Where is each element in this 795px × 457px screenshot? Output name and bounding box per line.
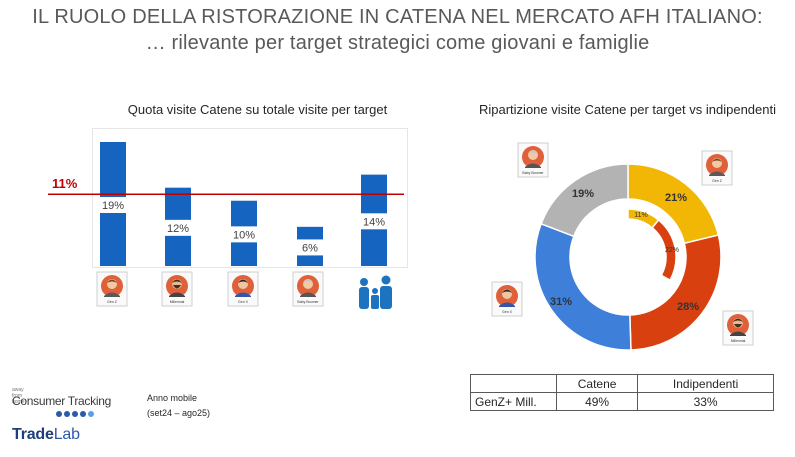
tradelab-logo: TradeLab (12, 426, 80, 444)
avatar-label: Millennial (731, 339, 746, 343)
reference-line-label: 11% (52, 176, 78, 191)
genx-avatar-donut: Gen X (491, 281, 523, 317)
donut-slice-outer (534, 222, 632, 351)
millennial-avatar: Millennial (161, 271, 193, 307)
donut-chart-title: Ripartizione visite Catene per target vs… (478, 102, 776, 117)
bar-chart-title: Quota visite Catene su totale visite per… (127, 102, 388, 117)
family-icon (359, 275, 392, 309)
donut-inner-label: 22% (665, 247, 679, 254)
avatar-label: Gen Z (712, 179, 723, 183)
bar-value-label: 10% (233, 229, 255, 241)
donut-inner-label: 11% (634, 212, 648, 219)
avatar-label: Millennial (170, 300, 185, 304)
genz-avatar: Gen Z (96, 271, 128, 307)
donut-slice-inner (651, 218, 677, 282)
donut-outer-label: 19% (572, 188, 594, 200)
bar-label-bg (294, 239, 326, 256)
bar-value-label: 12% (167, 223, 189, 235)
bar-value-label: 14% (363, 216, 385, 228)
source-small-text: away from home (12, 387, 25, 405)
table-header-cell: Catene (555, 374, 639, 393)
boomer-avatar-donut: Baby Boomer (517, 142, 549, 178)
table-header-cell (470, 374, 557, 393)
millennial-avatar-donut: Millennial (722, 310, 754, 346)
avatar-label: Gen Z (107, 300, 118, 304)
bar-label-bg (162, 219, 194, 236)
source-name: Consumer Tracking (12, 394, 111, 408)
brand-part-b: Lab (53, 426, 80, 443)
bar-label-bg (358, 213, 390, 230)
logo-dots (56, 411, 94, 417)
table-row-label: GenZ+ Mill. (470, 392, 557, 411)
avatar-label: Gen X (238, 300, 249, 304)
donut-slice-outer (540, 163, 629, 238)
avatar-label: Gen X (502, 310, 513, 314)
page-subtitle: … rilevante per target strategici come g… (145, 32, 650, 54)
donut-outer-label: 21% (665, 192, 687, 204)
donut-outer-label: 31% (550, 296, 572, 308)
genz-avatar-donut: Gen Z (701, 150, 733, 186)
table-header-cell: Indipendenti (637, 374, 774, 393)
bar-value-label: 6% (302, 242, 318, 254)
boomer-avatar: Baby Boomer (292, 271, 324, 307)
page-title: IL RUOLO DELLA RISTORAZIONE IN CATENA NE… (32, 6, 763, 28)
brand-part-a: Trade (12, 426, 54, 443)
donut-outer-label: 28% (677, 301, 699, 313)
table-header-row: Catene Indipendenti (470, 374, 774, 393)
table-row: GenZ+ Mill. 49% 33% (470, 392, 774, 411)
bar-value-label: 19% (102, 200, 124, 212)
period-label: Anno mobile (147, 393, 198, 403)
bar-chart-frame (92, 128, 408, 268)
avatar-label: Baby Boomer (522, 171, 544, 175)
table-cell-catene: 49% (555, 392, 639, 411)
bar-label-bg (228, 226, 260, 243)
genx-avatar: Gen X (227, 271, 259, 307)
avatar-label: Baby Boomer (297, 300, 319, 304)
period-range: (set24 – ago25) (147, 408, 211, 418)
bar-label-bg (97, 197, 129, 213)
comparison-table: Catene Indipendenti GenZ+ Mill. 49% 33% (470, 374, 774, 411)
table-cell-indipendenti: 33% (637, 392, 774, 411)
